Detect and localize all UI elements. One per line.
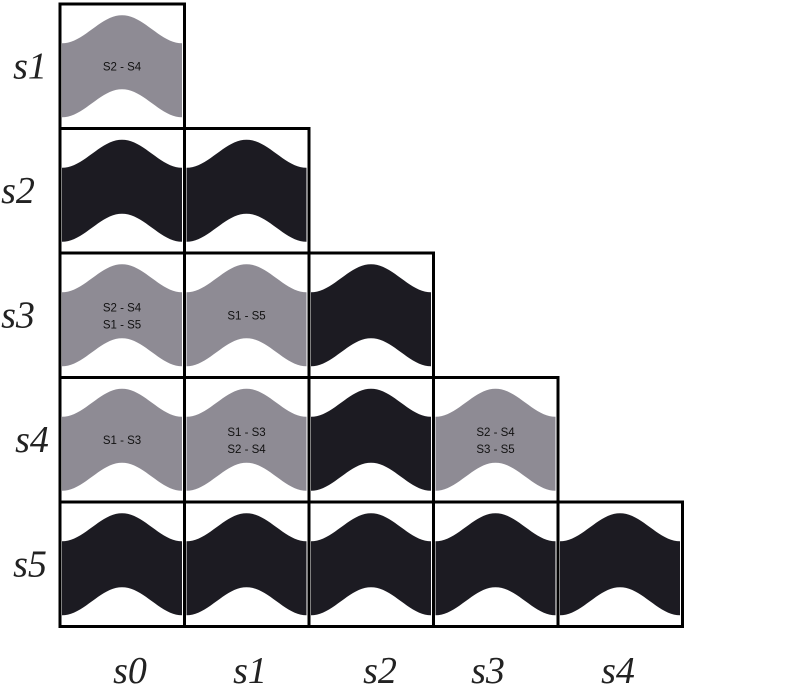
row-label-s4: s4 xyxy=(15,419,49,461)
row-label-s1: s1 xyxy=(13,45,47,87)
cell-r3-c0: S2 - S4 S1 - S5 xyxy=(62,264,182,367)
col-label-s1: s1 xyxy=(233,650,267,692)
row-labels: s1 s2 s3 s4 s5 xyxy=(1,45,49,585)
light-wave xyxy=(62,264,182,367)
cell-pair-label: S1 - S3 xyxy=(103,435,141,447)
cell-r4-c3: S2 - S4 S3 - S5 xyxy=(435,388,556,491)
dark-wave xyxy=(311,264,431,367)
dark-wave xyxy=(311,513,431,616)
cell-r5-c3 xyxy=(435,513,556,616)
dark-wave xyxy=(186,139,307,242)
cell-r1-c0: S2 - S4 xyxy=(62,15,182,118)
dark-wave xyxy=(186,513,307,616)
col-label-s4: s4 xyxy=(601,650,635,692)
cell-pair-label: S2 - S4 xyxy=(103,61,142,73)
dark-wave xyxy=(62,139,182,242)
col-labels: s0 s1 s2 s3 s4 xyxy=(113,650,635,692)
cell-pair-label: S2 - S4 xyxy=(103,302,142,314)
cell-r2-c0 xyxy=(62,139,182,242)
dark-wave xyxy=(560,513,680,616)
cell-r4-c0: S1 - S3 xyxy=(62,388,182,491)
cell-pair-label: S2 - S4 xyxy=(227,444,266,456)
cell-r5-c4 xyxy=(560,513,680,616)
row-label-s5: s5 xyxy=(13,543,47,585)
row-label-s2: s2 xyxy=(1,170,35,212)
light-wave xyxy=(62,15,182,118)
row-label-s3: s3 xyxy=(1,294,35,336)
cell-pair-label: S1 - S3 xyxy=(227,427,265,439)
col-label-s0: s0 xyxy=(113,650,147,692)
col-label-s2: s2 xyxy=(363,650,397,692)
light-wave xyxy=(62,388,182,491)
col-label-s3: s3 xyxy=(471,650,505,692)
dark-wave xyxy=(62,513,182,616)
cell-r5-c2 xyxy=(311,513,431,616)
cell-border xyxy=(556,500,684,628)
cell-pair-label: S1 - S5 xyxy=(103,319,141,331)
cell-pair-label: S1 - S5 xyxy=(227,310,265,322)
cell-r5-c1 xyxy=(186,513,307,616)
cell-r2-c1 xyxy=(186,139,307,242)
dark-wave xyxy=(311,388,431,491)
cell-pair-label: S3 - S5 xyxy=(476,444,514,456)
light-wave xyxy=(435,388,556,491)
cell-r5-c0 xyxy=(62,513,182,616)
cell-r3-c2 xyxy=(311,264,431,367)
grid-layer xyxy=(58,2,684,628)
cell-r4-c2 xyxy=(311,388,431,491)
cell-r4-c1: S1 - S3 S2 - S4 xyxy=(186,388,307,491)
light-wave xyxy=(186,388,307,491)
cell-r3-c1: S1 - S5 xyxy=(186,264,307,367)
light-wave xyxy=(186,264,307,367)
cell-pair-label: S2 - S4 xyxy=(476,427,515,439)
dark-wave xyxy=(435,513,556,616)
